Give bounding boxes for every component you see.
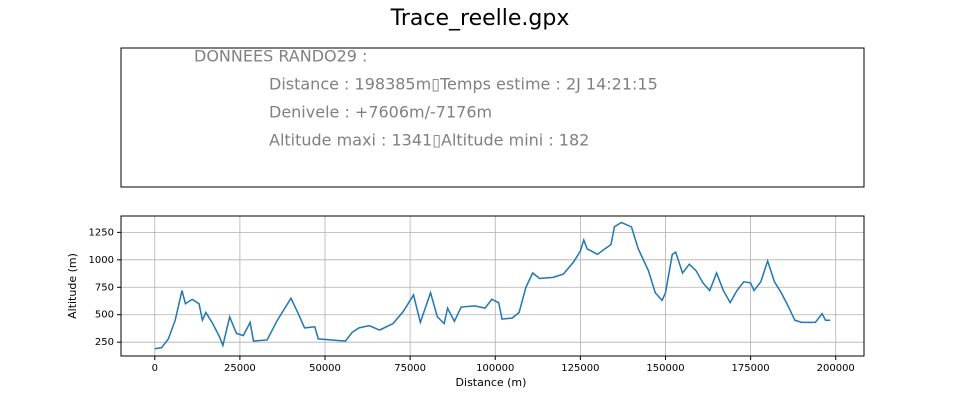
info-panel <box>120 47 865 188</box>
info-line: Denivele : +7606m/-7176m <box>269 103 492 122</box>
y-tick-label: 250 <box>95 337 114 348</box>
info-line: Altitude maxi : 1341▯Altitude mini : 182 <box>269 131 589 150</box>
x-tick-label: 125000 <box>561 363 599 374</box>
x-tick-label: 175000 <box>732 363 770 374</box>
info-heading: DONNEES RANDO29 : <box>194 47 367 66</box>
x-tick-label: 100000 <box>476 363 514 374</box>
y-tick-label: 1250 <box>89 227 114 238</box>
x-tick-label: 200000 <box>817 363 855 374</box>
x-axis-label: Distance (m) <box>456 376 527 389</box>
y-tick-label: 750 <box>95 282 114 293</box>
axes-frame <box>120 215 865 357</box>
x-tick-label: 25000 <box>224 363 256 374</box>
plot-area: 0 25000 50000 75000 100000 125000 150000 175000… <box>89 215 865 374</box>
y-tick-label: 1000 <box>89 255 114 266</box>
y-axis-label: Altitude (m) <box>66 253 79 319</box>
info-line: Distance : 198385m▯Temps estime : 2J 14:… <box>269 75 658 94</box>
altitude-line <box>154 221 831 350</box>
x-tick-label: 150000 <box>646 363 684 374</box>
x-tick-label: 75000 <box>394 363 426 374</box>
figure-title: Trace_reelle.gpx <box>390 6 570 31</box>
y-tick-label: 500 <box>95 310 114 321</box>
x-tick-label: 0 <box>152 363 158 374</box>
x-tick-label: 50000 <box>309 363 341 374</box>
